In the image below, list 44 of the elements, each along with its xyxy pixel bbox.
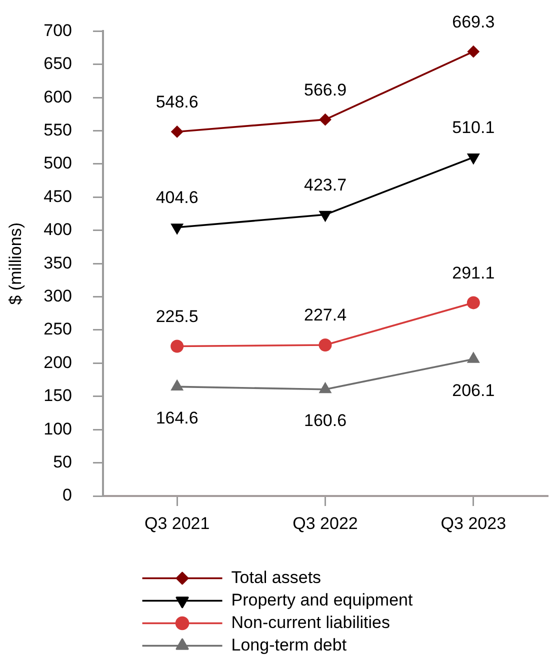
data-label: 548.6 xyxy=(156,92,198,112)
data-label: 566.9 xyxy=(304,80,347,100)
x-tick-label: Q3 2022 xyxy=(292,514,358,533)
x-tick-label: Q3 2021 xyxy=(144,514,210,533)
legend-label: Non-current liabilities xyxy=(231,612,390,632)
y-tick-label: 50 xyxy=(53,452,72,472)
y-tick-label: 650 xyxy=(44,54,72,74)
y-tick-label: 350 xyxy=(44,253,72,272)
data-label: 164.6 xyxy=(156,408,198,428)
data-label: 206.1 xyxy=(452,380,495,400)
y-tick-label: 400 xyxy=(44,220,72,240)
point xyxy=(318,338,332,352)
legend-label: Property and equipment xyxy=(231,590,413,610)
point xyxy=(467,46,480,58)
point xyxy=(319,382,332,394)
y-tick-label: 600 xyxy=(44,87,72,106)
point xyxy=(170,340,184,353)
data-label: 160.6 xyxy=(304,411,347,430)
data-label: 404.6 xyxy=(156,188,198,208)
y-tick-label: 550 xyxy=(44,120,72,140)
y-tick-label: 250 xyxy=(44,320,72,339)
x-tick-label: Q3 2023 xyxy=(440,514,506,533)
data-label: 227.4 xyxy=(304,306,347,325)
y-tick-label: 0 xyxy=(62,486,72,505)
point xyxy=(319,114,332,126)
data-label: 423.7 xyxy=(304,175,347,194)
point xyxy=(467,352,480,363)
point xyxy=(171,126,184,138)
y-tick-label: 150 xyxy=(44,386,72,406)
y-tick-label: 300 xyxy=(44,286,72,306)
data-label: 291.1 xyxy=(452,263,495,282)
legend-label: Long-term debt xyxy=(231,635,347,654)
y-tick-label: 100 xyxy=(44,419,72,438)
y-tick-label: 200 xyxy=(44,352,72,372)
y-tick-label: 500 xyxy=(44,154,72,173)
data-label: 669.3 xyxy=(452,12,495,32)
data-label: 225.5 xyxy=(156,306,198,326)
y-axis-title: $ (millions) xyxy=(6,222,25,305)
y-tick-label: 450 xyxy=(44,186,72,206)
y-tick-label: 700 xyxy=(44,20,72,40)
point xyxy=(170,380,184,390)
data-label: 510.1 xyxy=(452,118,495,137)
legend-label: Total assets xyxy=(231,568,322,587)
point xyxy=(466,296,480,310)
